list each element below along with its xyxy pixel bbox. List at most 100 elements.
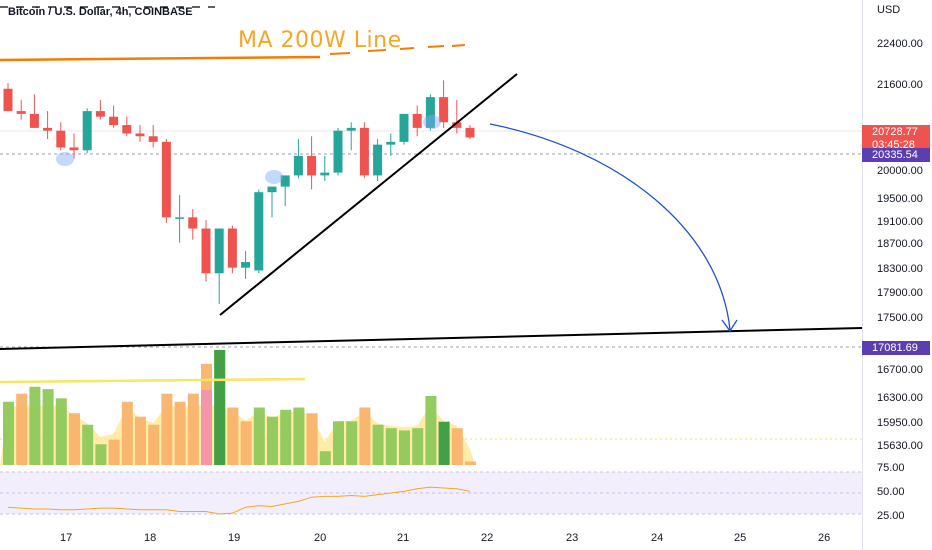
- volume-bar: [227, 407, 239, 465]
- price-tick: 18700.00: [877, 238, 923, 250]
- volume-bar: [3, 401, 14, 465]
- volume-bar: [319, 451, 331, 465]
- candle-body: [386, 141, 396, 145]
- candle-body: [293, 155, 303, 176]
- candle-body: [95, 111, 105, 117]
- time-tick: 21: [397, 532, 410, 544]
- volume-bar: [82, 424, 94, 465]
- candle-body: [227, 228, 237, 268]
- time-tick: 17: [60, 532, 73, 544]
- volume-bar: [451, 428, 463, 465]
- chart-canvas[interactable]: [0, 0, 862, 550]
- candle-body: [56, 130, 66, 148]
- candle-body: [425, 97, 435, 128]
- volume-bar: [253, 407, 265, 465]
- price-axis[interactable]: USD 22400.00 21600.00 20000.00 19500.00 …: [862, 0, 932, 550]
- candle-body: [280, 175, 290, 187]
- volume-bar: [465, 461, 476, 465]
- volume-bar: [385, 428, 397, 465]
- price-tick: 20000.00: [877, 165, 923, 177]
- arrow-head-icon: [721, 319, 738, 333]
- volume-bar: [267, 416, 278, 465]
- price-tick: 15950.00: [877, 417, 923, 429]
- candle-body: [412, 113, 422, 128]
- candle-body: [214, 228, 224, 274]
- price-tick: 18300.00: [877, 263, 923, 275]
- time-tick: 18: [144, 532, 157, 544]
- candle-body: [43, 127, 53, 131]
- volume-bar-highlight: [214, 350, 226, 465]
- ma-200w-line: [0, 55, 321, 62]
- rsi-line: [7, 486, 471, 515]
- touch-marker: [265, 170, 283, 184]
- volume-bar: [174, 401, 186, 465]
- volume-bar: [412, 428, 424, 465]
- symbol-title[interactable]: Bitcoin / U.S. Dollar, 4h, COINBASE: [8, 6, 193, 18]
- price-tick: 15630.00: [877, 440, 923, 452]
- candle-body: [135, 133, 145, 137]
- candle-body: [307, 155, 317, 176]
- volume-bar: [135, 416, 146, 465]
- candle-body: [109, 116, 119, 126]
- volume-bar: [108, 439, 120, 465]
- candle-body: [16, 111, 26, 114]
- price-tick: 19100.00: [877, 216, 923, 228]
- rsi-tick: 75.00: [877, 462, 905, 474]
- ma-annotation-text[interactable]: MA 200W Line: [238, 28, 402, 53]
- price-tick: 16300.00: [877, 392, 923, 404]
- volume-bar: [399, 430, 410, 465]
- price-tick: 17900.00: [877, 287, 923, 299]
- candle-body: [175, 217, 185, 219]
- candle-body: [452, 122, 462, 128]
- volume-bar: [240, 421, 252, 465]
- time-tick: 26: [818, 532, 831, 544]
- touch-marker: [56, 152, 74, 166]
- time-tick: 24: [651, 532, 664, 544]
- candle-body: [267, 186, 277, 193]
- volume-bar: [359, 407, 371, 465]
- price-tick: 16700.00: [877, 364, 923, 376]
- volume-bar: [425, 396, 437, 465]
- candle-body: [465, 127, 475, 138]
- candle-body: [69, 147, 79, 151]
- price-tick: 17500.00: [877, 312, 923, 324]
- volume-bar: [306, 413, 318, 465]
- candle-body: [3, 88, 13, 112]
- support-trendline: [0, 327, 862, 350]
- level-badge-17081: 17081.69: [862, 341, 930, 355]
- volume-bar: [148, 424, 160, 465]
- ma-200w-dashed-extension: [329, 44, 466, 55]
- candle-body: [373, 144, 383, 176]
- candle-body: [122, 125, 132, 134]
- volume-bar: [293, 407, 305, 465]
- volume-bar: [280, 409, 292, 465]
- candle-body: [359, 127, 369, 176]
- candle-body: [188, 217, 198, 229]
- volume-bar: [187, 393, 199, 465]
- volume-bar: [161, 393, 173, 465]
- candle-body: [333, 130, 343, 173]
- rsi-tick: 25.00: [877, 510, 905, 522]
- time-tick: 22: [481, 532, 494, 544]
- price-tick: 19500.00: [877, 193, 923, 205]
- volume-bar: [333, 421, 344, 465]
- candle-body: [148, 136, 158, 142]
- candle-body: [82, 111, 92, 151]
- candle-body: [29, 113, 39, 128]
- candle-body: [161, 141, 171, 218]
- time-tick: 20: [314, 532, 327, 544]
- touch-marker: [423, 115, 441, 129]
- volume-bar: [121, 401, 133, 465]
- time-tick: 25: [734, 532, 747, 544]
- volume-bar: [95, 444, 107, 465]
- rsi-tick: 50.00: [877, 486, 905, 498]
- volume-bar: [55, 398, 67, 465]
- candle-body: [439, 97, 449, 123]
- projection-arrow: [489, 123, 731, 331]
- volume-bar-highlight: [201, 390, 212, 465]
- level-badge-20335: 20335.54: [862, 148, 930, 162]
- candle-body: [201, 228, 211, 274]
- rsi-band: [0, 472, 862, 514]
- volume-bar: [69, 413, 80, 465]
